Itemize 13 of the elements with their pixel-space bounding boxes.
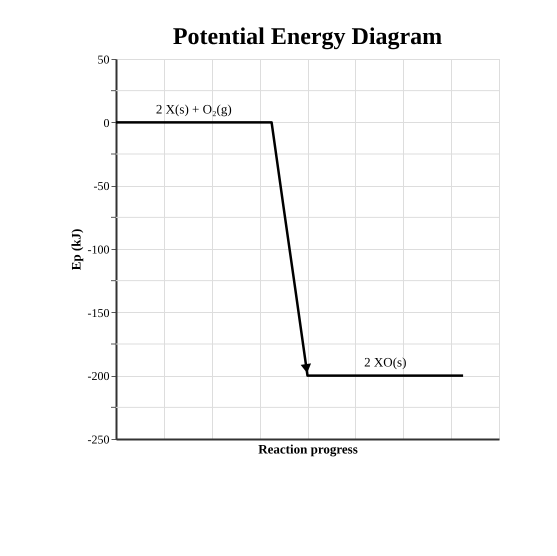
y-tick-label: -100: [88, 242, 110, 256]
chart-title: Potential Energy Diagram: [172, 24, 442, 50]
y-tick-label: -50: [94, 179, 110, 194]
y-tick-label: -250: [88, 432, 110, 446]
y-tick-label: -150: [88, 306, 110, 320]
y-tick-label: -200: [88, 369, 110, 384]
line-series: [114, 121, 464, 377]
x-axis-title: Reaction progress: [258, 442, 358, 456]
y-tick-label: 50: [98, 52, 110, 66]
annotation: 2 X(s) + O₂(g): [156, 101, 232, 116]
y-tick-label: 0: [104, 116, 110, 130]
annotation: 2 XO(s): [364, 354, 406, 370]
y-axis-title: Ep (kJ): [68, 228, 84, 270]
